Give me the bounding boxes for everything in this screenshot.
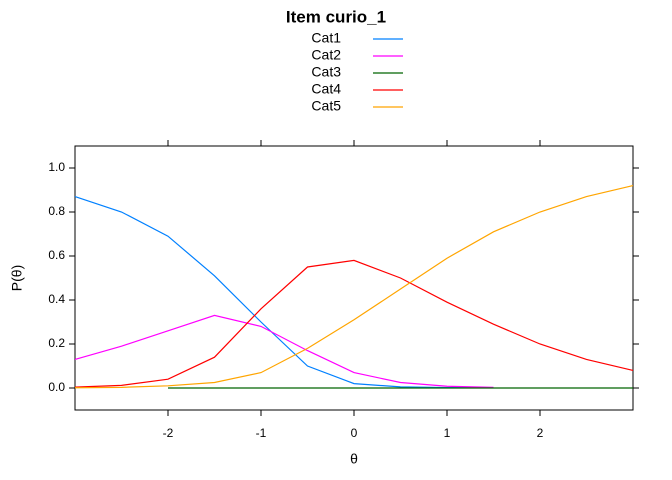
legend-label: Cat1	[311, 30, 341, 46]
y-axis-label: P(θ)	[9, 265, 25, 291]
x-tick-label: 0	[351, 426, 358, 440]
x-tick-label: 2	[537, 426, 544, 440]
legend-label: Cat5	[311, 98, 341, 114]
series-line	[74, 185, 634, 389]
y-tick-label: 1.0	[48, 160, 65, 174]
y-tick-label: 0.0	[48, 380, 65, 394]
legend-label: Cat3	[311, 64, 341, 80]
x-tick-label: -1	[256, 426, 267, 440]
x-axis-label: θ	[350, 451, 358, 467]
series-line	[74, 196, 494, 389]
x-tick-label: 1	[444, 426, 451, 440]
series-line	[74, 259, 634, 388]
y-tick-label: 0.4	[48, 292, 65, 306]
y-tick-label: 0.8	[48, 204, 65, 218]
plot-frame	[74, 145, 634, 411]
y-tick-label: 0.2	[48, 336, 65, 350]
y-tick-label: 0.6	[48, 248, 65, 262]
legend-label: Cat4	[311, 81, 341, 97]
series-line	[74, 314, 494, 388]
x-tick-label: -2	[163, 426, 174, 440]
chart-title: Item curio_1	[286, 7, 386, 26]
legend-label: Cat2	[311, 47, 341, 63]
